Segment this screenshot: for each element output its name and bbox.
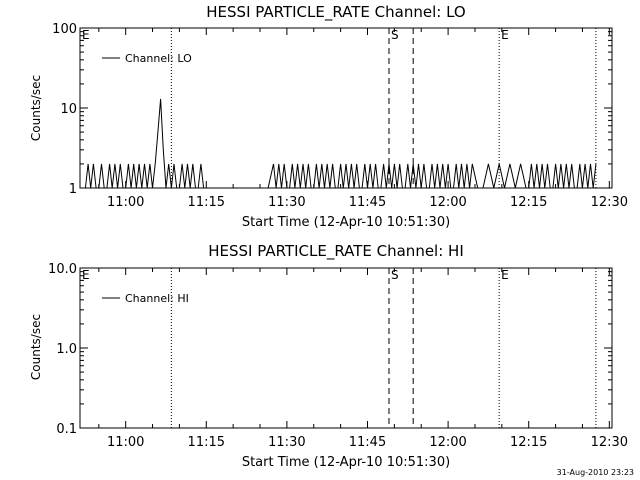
hi-y-tick-label: 1.0 xyxy=(56,342,77,357)
lo-y-axis-label: Counts/sec xyxy=(29,75,43,141)
lo-y-tick-label: 1 xyxy=(69,182,77,197)
hi-x-tick-label: 12:00 xyxy=(429,435,466,450)
lo-x-tick-label: 11:45 xyxy=(349,195,386,210)
lo-y-tick-label: 100 xyxy=(52,22,77,37)
lo-x-tick-label: 11:00 xyxy=(107,195,144,210)
hi-annotation-e: E xyxy=(501,268,509,282)
hi-x-tick-label: 11:45 xyxy=(349,435,386,450)
lo-x-tick-label: 11:15 xyxy=(188,195,225,210)
hi-panel: HESSI PARTICLE_RATE Channel: HI Counts/s… xyxy=(29,242,628,470)
lo-x-tick-label: 11:30 xyxy=(268,195,305,210)
hi-y-tick-label: 0.1 xyxy=(56,422,77,437)
hi-annotation-e: E xyxy=(82,268,90,282)
lo-annotation-e: E xyxy=(82,28,90,42)
lo-x-tick-label: 12:30 xyxy=(591,195,628,210)
lo-panel: HESSI PARTICLE_RATE Channel: LO Counts/s… xyxy=(29,3,628,230)
lo-annotation-e: E xyxy=(501,28,509,42)
hi-x-tick-label: 11:15 xyxy=(188,435,225,450)
lo-y-tick-label: 10 xyxy=(60,102,77,117)
timestamp: 31-Aug-2010 23:23 xyxy=(556,468,634,477)
lo-legend-label: Channel: LO xyxy=(125,52,192,65)
hi-legend-label: Channel: HI xyxy=(125,292,189,305)
hi-annotation-s: S xyxy=(391,268,399,282)
lo-series-line xyxy=(80,98,597,189)
hi-y-tick-label: 10.0 xyxy=(48,262,77,277)
lo-chart-title: HESSI PARTICLE_RATE Channel: LO xyxy=(206,3,465,22)
lo-x-axis-label: Start Time (12-Apr-10 10:51:30) xyxy=(242,215,450,230)
lo-x-tick-label: 12:15 xyxy=(510,195,547,210)
lo-x-tick-label: 12:00 xyxy=(429,195,466,210)
hi-x-tick-label: 11:00 xyxy=(107,435,144,450)
hi-y-axis-label: Counts/sec xyxy=(29,314,43,380)
hi-x-tick-label: 11:30 xyxy=(268,435,305,450)
lo-annotation-s: S xyxy=(391,28,399,42)
hi-x-tick-label: 12:30 xyxy=(591,435,628,450)
hi-x-axis-label: Start Time (12-Apr-10 10:51:30) xyxy=(242,455,450,470)
hi-x-tick-label: 12:15 xyxy=(510,435,547,450)
hi-chart-title: HESSI PARTICLE_RATE Channel: HI xyxy=(208,242,464,261)
